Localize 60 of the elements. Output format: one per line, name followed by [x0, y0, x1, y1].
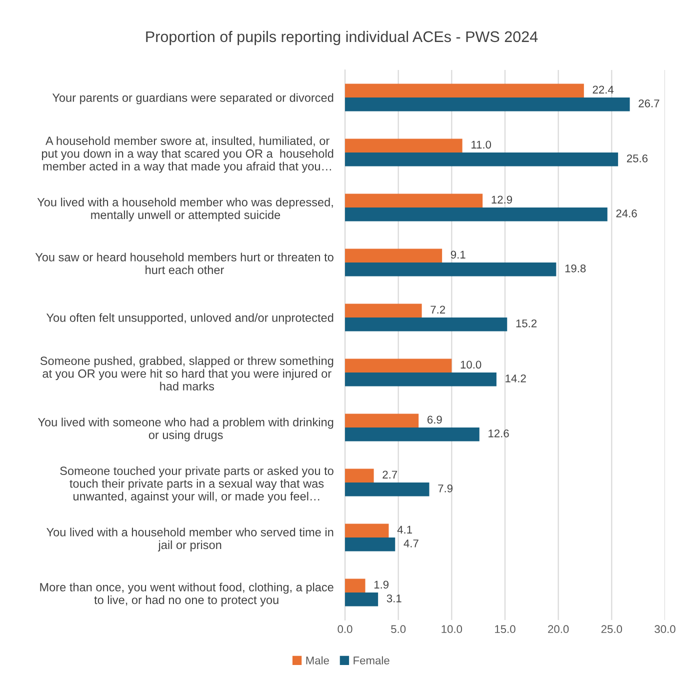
data-label: 1.9: [374, 580, 389, 589]
data-label: 7.9: [438, 484, 453, 492]
data-label: 24.6: [616, 209, 637, 218]
x-tick-label: 30.0: [654, 625, 676, 634]
data-label: 15.2: [516, 319, 537, 328]
bar: [345, 248, 442, 262]
y-tick-label: More than once, you went without food, clothing, a place to live, or had no one to protect you: [40, 582, 334, 606]
bar: [345, 138, 462, 152]
bar: [345, 304, 422, 318]
legend-label: Male: [306, 656, 329, 664]
x-tick-label: 5.0: [391, 625, 406, 634]
data-label: 12.6: [488, 429, 509, 438]
bar: [345, 208, 608, 222]
bar: [345, 358, 452, 372]
bar: [345, 84, 584, 98]
bar: [345, 592, 378, 606]
data-label: 9.1: [450, 250, 466, 259]
data-label: 26.7: [638, 99, 660, 108]
data-label: 11.0: [472, 140, 492, 149]
chart-title: Proportion of pupils reporting individual ACEs - PWS 2024: [146, 30, 538, 46]
bar: [345, 414, 419, 428]
bar: [345, 372, 496, 386]
x-tick-label: 15.0: [495, 625, 516, 634]
data-label: 6.9: [428, 416, 442, 424]
bar: [345, 468, 374, 482]
data-label: 4.1: [397, 526, 412, 534]
bar: [345, 98, 630, 112]
y-tick-label: Your parents or guardians were separated or divorced: [52, 93, 334, 104]
y-tick-label: You saw or heard household members hurt or threaten to hurt each other: [35, 252, 334, 274]
y-tick-label: Someone touched your private parts or asked you to touch their private parts in a sexual way that was unwanted, against your will, or made you feel…: [60, 466, 334, 503]
bar: [345, 262, 556, 276]
data-label: 12.9: [492, 196, 512, 204]
data-label: 22.4: [592, 86, 614, 94]
y-tick-label: You lived with a household member who served time in jail or prison: [46, 528, 334, 552]
y-tick-label: A household member swore at, insulted, humiliated, or put you down in a way that scared you OR a household member acted in a way that made you afraid that you…: [42, 136, 334, 173]
bar: [345, 318, 508, 332]
x-tick-label: 20.0: [548, 625, 569, 634]
bar: [345, 482, 430, 496]
bar: [345, 152, 618, 166]
y-tick-label: You lived with someone who had a problem with drinking or using drugs: [38, 418, 334, 442]
x-tick-label: 10.0: [442, 625, 462, 634]
y-tick-label: Someone pushed, grabbed, slapped or threw something at you OR you were hit so hard that you were injured or had marks: [40, 356, 334, 390]
y-tick-label: You lived with a household member who was depressed, mentally unwell or attempted suicide: [37, 198, 333, 222]
data-label: 10.0: [460, 360, 482, 369]
data-label: 14.2: [506, 374, 526, 382]
x-tick-label: 25.0: [601, 625, 622, 634]
data-label: 3.1: [386, 594, 402, 602]
data-label: 4.7: [404, 540, 418, 548]
bar: [345, 578, 366, 592]
bar: [345, 194, 483, 208]
data-label: 7.2: [430, 306, 446, 314]
bar: [345, 524, 389, 538]
bar: [345, 538, 396, 552]
data-label: 2.7: [382, 470, 398, 478]
y-tick-label: You often felt unsupported, unloved and/or unprotected: [46, 313, 334, 324]
bar: [345, 428, 480, 442]
data-label: 25.6: [626, 154, 648, 162]
data-label: 19.8: [565, 264, 586, 272]
x-tick-label: 0.0: [338, 625, 352, 634]
legend-label: Female: [354, 656, 390, 664]
